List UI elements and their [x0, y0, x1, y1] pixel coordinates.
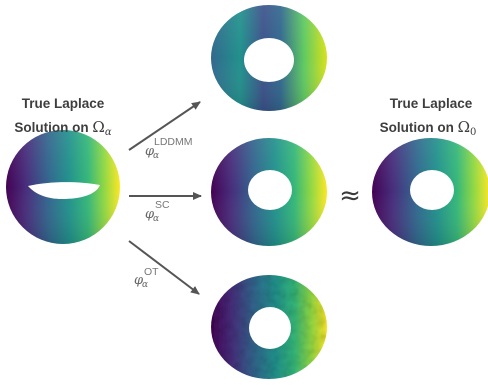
source-label-line2: Solution on Ωα: [14, 118, 111, 138]
target-omega-sub: 0: [470, 127, 476, 138]
map-ot-symbol: φ: [134, 273, 144, 288]
map-label-sc: φ α SC: [145, 199, 170, 224]
map-lddmm-sub: α: [153, 151, 159, 161]
target-label: True Laplace Solution on Ω0: [380, 96, 477, 138]
annulus-ot: [210, 274, 327, 380]
source-label-text: Solution on: [14, 120, 92, 135]
target-label-line1: True Laplace: [390, 96, 473, 111]
source-omega: Ω: [92, 118, 104, 136]
arrow-lddmm: [128, 101, 201, 151]
target-omega: Ω: [458, 118, 470, 136]
target-label-line2: Solution on Ω0: [380, 118, 477, 138]
source-label-line1: True Laplace: [22, 96, 105, 111]
map-ot-sub: α: [142, 280, 148, 290]
source-slit: [28, 182, 100, 199]
map-label-ot: φ α OT: [134, 266, 159, 290]
annulus-lddmm: [210, 4, 327, 112]
map-label-lddmm: φ α LDDMM: [145, 136, 193, 161]
map-lddmm-symbol: φ: [145, 144, 155, 159]
approx-symbol: ≈: [339, 181, 361, 211]
target-label-text: Solution on: [380, 120, 458, 135]
source-label: True Laplace Solution on Ωα: [14, 96, 111, 138]
map-ot-sup: OT: [144, 266, 159, 278]
source-omega-sub: α: [105, 127, 112, 138]
target-annulus: [372, 138, 488, 246]
source-disk: [6, 130, 120, 244]
annulus-sc: [210, 137, 327, 247]
arrow-ot: [128, 240, 200, 295]
map-sc-sup: SC: [155, 199, 170, 211]
map-sc-sub: α: [153, 214, 159, 224]
map-lddmm-sup: LDDMM: [154, 136, 193, 148]
map-sc-symbol: φ: [145, 207, 155, 222]
